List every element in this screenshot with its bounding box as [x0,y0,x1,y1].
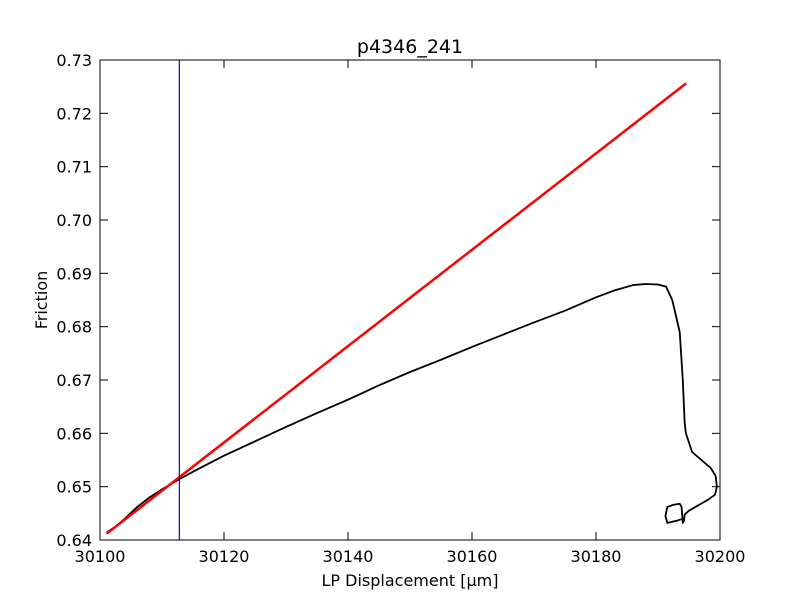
y-tick-label: 0.72 [56,104,92,123]
x-tick-label: 30120 [199,547,250,566]
axes-frame [99,59,721,541]
y-tick-label: 0.69 [56,264,92,283]
friction-curve [106,283,718,533]
plot-area [106,60,718,540]
y-tick-label: 0.65 [56,478,92,497]
x-tick-label: 30200 [695,547,746,566]
x-tick-label: 30140 [323,547,374,566]
y-tick-label: 0.67 [56,371,92,390]
y-tick-label: 0.66 [56,424,92,443]
chart-title: p4346_241 [357,36,463,58]
x-tick-label: 30160 [447,547,498,566]
x-axis-label: LP Displacement [μm] [322,571,499,590]
axis-ticks: 30100 30120 30140 30160 30180 30200 0.64 0.65 0.… [56,51,745,566]
y-tick-label: 0.68 [56,318,92,337]
x-tick-label: 30100 [75,547,126,566]
y-tick-label: 0.73 [56,51,92,70]
x-tick-label: 30180 [571,547,622,566]
y-tick-label: 0.64 [56,531,92,550]
fit-line [106,82,687,535]
y-tick-label: 0.70 [56,211,92,230]
y-axis-label: Friction [32,271,51,330]
y-tick-label: 0.71 [56,158,92,177]
